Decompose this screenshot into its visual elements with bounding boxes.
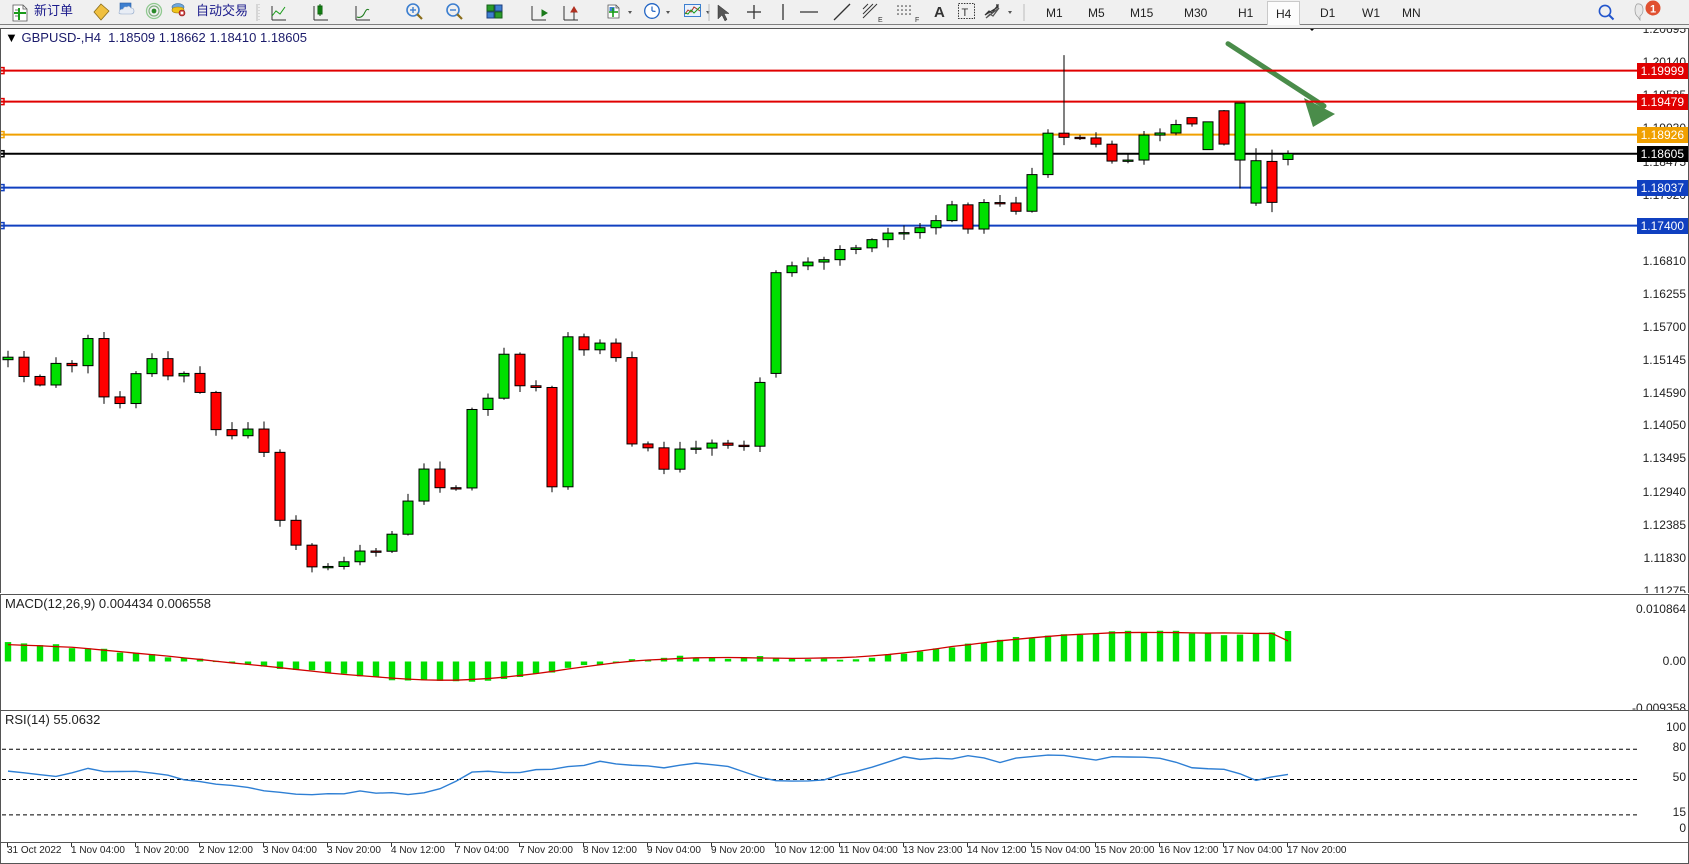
- svg-text:1: 1: [1650, 4, 1656, 16]
